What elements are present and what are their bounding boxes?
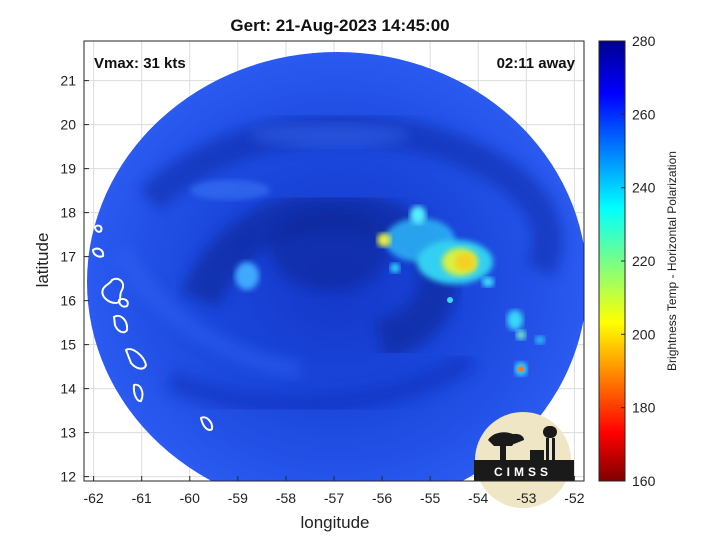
x-tick-label: -56 — [372, 490, 392, 506]
y-tick-label: 15 — [60, 337, 76, 353]
x-tick-label: -62 — [83, 490, 103, 506]
y-tick-label: 16 — [60, 293, 76, 309]
colorbar-tick-label: 240 — [632, 180, 656, 196]
colorbar-label: Brightness Temp - Horizontal Polarizatio… — [665, 151, 679, 371]
y-tick-label: 20 — [60, 117, 76, 133]
colorbar-tick-label: 200 — [632, 326, 656, 342]
time-away-label: 02:11 away — [497, 55, 576, 72]
y-tick-label: 19 — [60, 161, 76, 177]
plot-area: CIMSS Vmax: 31 kts 02:11 away — [83, 40, 585, 508]
island-coastlines — [91, 224, 214, 476]
vmax-label: Vmax: 31 kts — [94, 55, 186, 72]
colorbar-tick-label: 280 — [632, 33, 656, 49]
colorbar-tick-label: 260 — [632, 106, 656, 122]
y-tick-label: 14 — [60, 381, 76, 397]
x-tick-label: -60 — [180, 490, 200, 506]
colorbar-tick-label: 180 — [632, 400, 656, 416]
cimss-logo-text: CIMSS — [494, 465, 552, 479]
x-axis: -62 -61 -60 -59 -58 -57 -56 -55 -54 -53 -52 — [83, 476, 585, 506]
x-tick-label: -57 — [324, 490, 344, 506]
colorbar-tick-label: 160 — [632, 473, 656, 489]
y-tick-label: 12 — [60, 469, 76, 485]
y-tick-label: 17 — [60, 249, 76, 265]
colorbar-ticks: 280 260 240 220 200 180 160 — [621, 33, 656, 489]
y-axis-label: latitude — [33, 233, 52, 288]
x-tick-label: -59 — [228, 490, 248, 506]
cimss-logo: CIMSS — [474, 412, 574, 508]
y-tick-label: 18 — [60, 205, 76, 221]
y-axis: 12 13 14 15 16 17 18 19 20 21 — [60, 73, 89, 485]
y-tick-label: 13 — [60, 425, 76, 441]
x-tick-label: -61 — [132, 490, 152, 506]
x-tick-label: -52 — [564, 490, 584, 506]
x-tick-label: -55 — [420, 490, 440, 506]
x-tick-label: -58 — [276, 490, 296, 506]
x-tick-label: -54 — [468, 490, 488, 506]
y-tick-label: 21 — [60, 73, 76, 89]
colorbar: 280 260 240 220 200 180 160 Brightness Temp - … — [598, 33, 679, 489]
colorbar-gradient — [598, 40, 626, 482]
x-axis-label: longitude — [300, 513, 369, 532]
plot-title: Gert: 21-Aug-2023 14:45:00 — [230, 16, 449, 35]
colorbar-tick-label: 220 — [632, 253, 656, 269]
brightness-temp-swath — [87, 52, 584, 481]
x-tick-label: -53 — [516, 490, 536, 506]
